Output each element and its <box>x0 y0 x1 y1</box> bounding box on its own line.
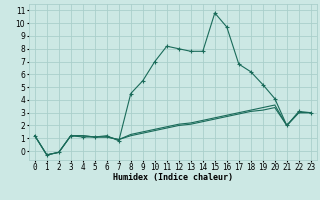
X-axis label: Humidex (Indice chaleur): Humidex (Indice chaleur) <box>113 173 233 182</box>
